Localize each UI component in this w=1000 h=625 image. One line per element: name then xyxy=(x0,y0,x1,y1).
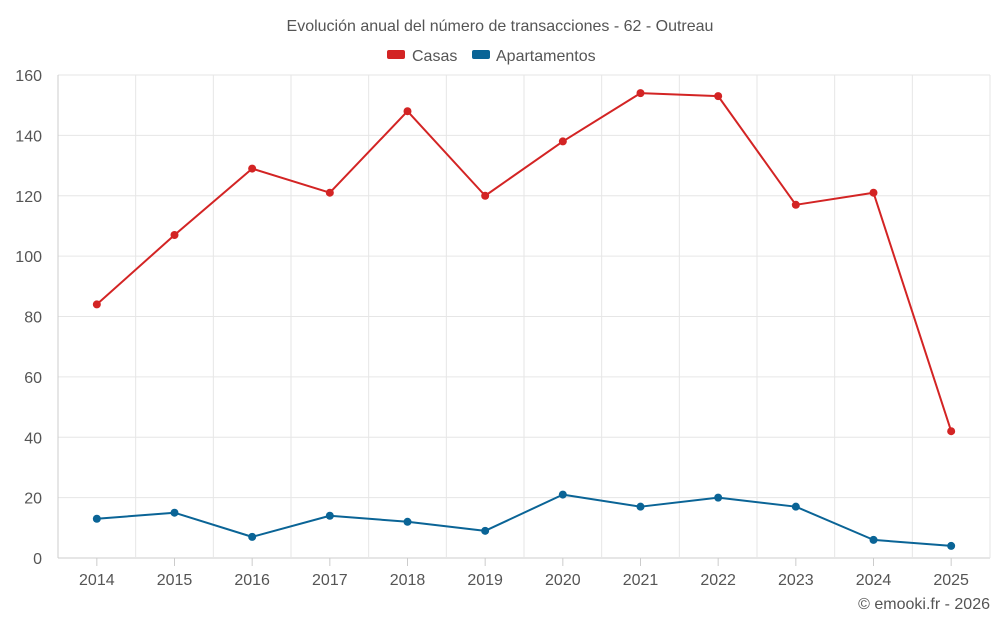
legend-label-apartamentos: Apartamentos xyxy=(496,48,596,65)
series-line-casas xyxy=(96,92,953,432)
data-point-apartamentos[interactable] xyxy=(248,532,257,541)
credit-text: © emooki.fr - 2026 xyxy=(858,596,990,613)
x-tick-label: 2014 xyxy=(79,572,115,589)
data-point-casas[interactable] xyxy=(869,188,878,197)
series-apartamentos xyxy=(92,490,956,550)
x-tick-label: 2024 xyxy=(856,572,892,589)
y-axis: 0 20 40 60 80 100 120 140 160 xyxy=(15,68,42,568)
data-point-apartamentos[interactable] xyxy=(403,517,412,526)
data-point-apartamentos[interactable] xyxy=(791,502,800,511)
legend-label-casas: Casas xyxy=(412,48,457,65)
data-point-apartamentos[interactable] xyxy=(636,502,645,511)
data-point-casas[interactable] xyxy=(636,89,645,98)
y-tick-label: 80 xyxy=(24,310,42,327)
x-tick-label: 2017 xyxy=(312,572,348,589)
y-tick-label: 120 xyxy=(15,189,42,206)
data-point-apartamentos[interactable] xyxy=(947,541,956,550)
x-tick-label: 2019 xyxy=(467,572,503,589)
data-point-apartamentos[interactable] xyxy=(869,535,878,544)
x-axis: 2014 2015 2016 2017 2018 2019 2020 2021 2022 2023… xyxy=(79,558,969,589)
legend-swatch-apartamentos xyxy=(472,50,490,59)
chart-title: Evolución anual del número de transaccio… xyxy=(287,18,714,35)
series-casas xyxy=(92,89,956,436)
y-tick-label: 100 xyxy=(15,249,42,266)
data-point-casas[interactable] xyxy=(947,427,956,436)
data-point-casas[interactable] xyxy=(248,164,257,173)
data-point-apartamentos[interactable] xyxy=(714,493,723,502)
series-group xyxy=(92,89,956,550)
x-tick-label: 2016 xyxy=(234,572,270,589)
y-tick-label: 20 xyxy=(24,491,42,508)
legend: Casas Apartamentos xyxy=(387,48,596,65)
y-tick-label: 160 xyxy=(15,68,42,85)
data-point-apartamentos[interactable] xyxy=(170,508,179,517)
data-point-casas[interactable] xyxy=(92,300,101,309)
x-tick-label: 2018 xyxy=(390,572,426,589)
x-tick-label: 2025 xyxy=(933,572,969,589)
y-tick-label: 40 xyxy=(24,430,42,447)
legend-item-apartamentos[interactable]: Apartamentos xyxy=(472,48,596,65)
data-point-apartamentos[interactable] xyxy=(558,490,567,499)
data-point-apartamentos[interactable] xyxy=(481,526,490,535)
data-point-apartamentos[interactable] xyxy=(92,514,101,523)
x-tick-label: 2022 xyxy=(700,572,736,589)
data-point-apartamentos[interactable] xyxy=(325,511,334,520)
x-tick-label: 2021 xyxy=(623,572,659,589)
data-point-casas[interactable] xyxy=(791,200,800,209)
data-point-casas[interactable] xyxy=(558,137,567,146)
series-line-apartamentos xyxy=(96,493,952,547)
x-tick-label: 2023 xyxy=(778,572,814,589)
x-tick-label: 2020 xyxy=(545,572,581,589)
data-point-casas[interactable] xyxy=(714,92,723,101)
data-point-casas[interactable] xyxy=(170,230,179,239)
grid xyxy=(57,74,991,559)
legend-swatch-casas xyxy=(387,50,405,59)
legend-item-casas[interactable]: Casas xyxy=(387,48,457,65)
data-point-casas[interactable] xyxy=(481,191,490,200)
y-tick-label: 140 xyxy=(15,128,42,145)
data-point-casas[interactable] xyxy=(325,188,334,197)
x-tick-label: 2015 xyxy=(157,572,193,589)
y-tick-label: 0 xyxy=(33,551,42,568)
data-point-casas[interactable] xyxy=(403,107,412,116)
y-tick-label: 60 xyxy=(24,370,42,387)
